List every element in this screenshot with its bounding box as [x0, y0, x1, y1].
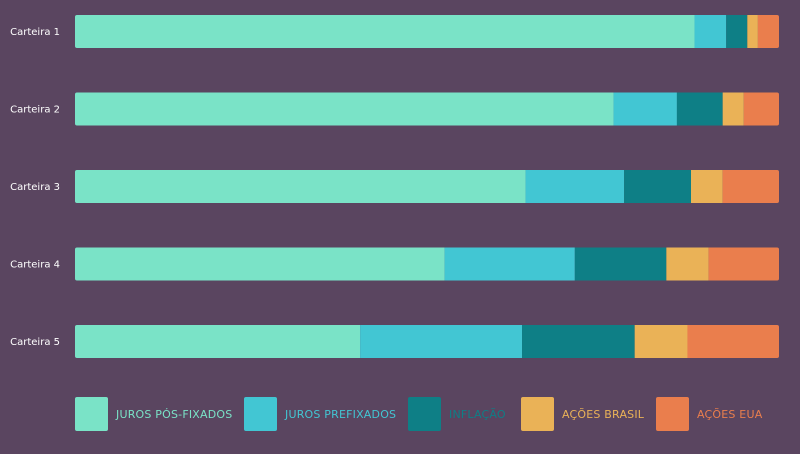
bar-segment — [726, 15, 748, 48]
category-label: Carteira 5 — [10, 337, 60, 348]
legend-label: JUROS PÓS-FIXADOS — [116, 407, 233, 421]
legend-label: JUROS PREFIXADOS — [285, 407, 397, 421]
bar-segment — [574, 247, 667, 281]
bar-segment — [75, 170, 526, 203]
bar-segment — [687, 325, 779, 358]
bar-segment — [722, 170, 779, 203]
bar-segment — [743, 92, 779, 126]
legend-swatch — [656, 397, 689, 431]
bar-segment — [360, 325, 523, 358]
category-label: Carteira 1 — [10, 27, 60, 38]
legend-item: AÇÕES BRASIL — [521, 397, 644, 431]
bar-segment — [444, 247, 575, 281]
legend-item: JUROS PÓS-FIXADOS — [75, 397, 232, 431]
legend-swatch — [244, 397, 277, 431]
legend-label: INFLAÇÃO — [449, 407, 506, 421]
bars — [75, 15, 779, 358]
bar-segment — [75, 325, 361, 358]
category-label: Carteira 4 — [10, 260, 60, 271]
bar-segment — [694, 15, 727, 48]
legend-label: AÇÕES EUA — [697, 407, 763, 421]
bar-segment — [676, 92, 723, 126]
legend-item: AÇÕES EUA — [656, 397, 762, 431]
bar-segment — [708, 247, 779, 281]
legend-item: JUROS PREFIXADOS — [244, 397, 396, 431]
legend-swatch — [521, 397, 554, 431]
legend: JUROS PÓS-FIXADOS JUROS PREFIXADOS INFLAÇÃ… — [75, 397, 785, 431]
bar-segment — [757, 15, 779, 48]
category-label: Carteira 2 — [10, 105, 60, 116]
bar-segment — [747, 15, 758, 48]
bar-segment — [75, 15, 695, 48]
bar-segment — [666, 247, 709, 281]
bar-segment — [522, 325, 635, 358]
bar-segment — [691, 170, 723, 203]
bar-segment — [75, 247, 445, 281]
legend-label: AÇÕES BRASIL — [562, 407, 645, 421]
bar-segment — [75, 92, 614, 126]
category-labels: Carteira 1 Carteira 2 Carteira 3 Carteira 4… — [10, 27, 60, 348]
bar-segment — [722, 92, 744, 126]
bar-segment — [624, 170, 691, 203]
bar-segment — [525, 170, 625, 203]
bar-segment — [613, 92, 677, 126]
legend-swatch — [408, 397, 441, 431]
legend-item: INFLAÇÃO — [408, 397, 506, 431]
category-label: Carteira 3 — [10, 182, 60, 193]
legend-swatch — [75, 397, 108, 431]
bar-segment — [634, 325, 688, 358]
